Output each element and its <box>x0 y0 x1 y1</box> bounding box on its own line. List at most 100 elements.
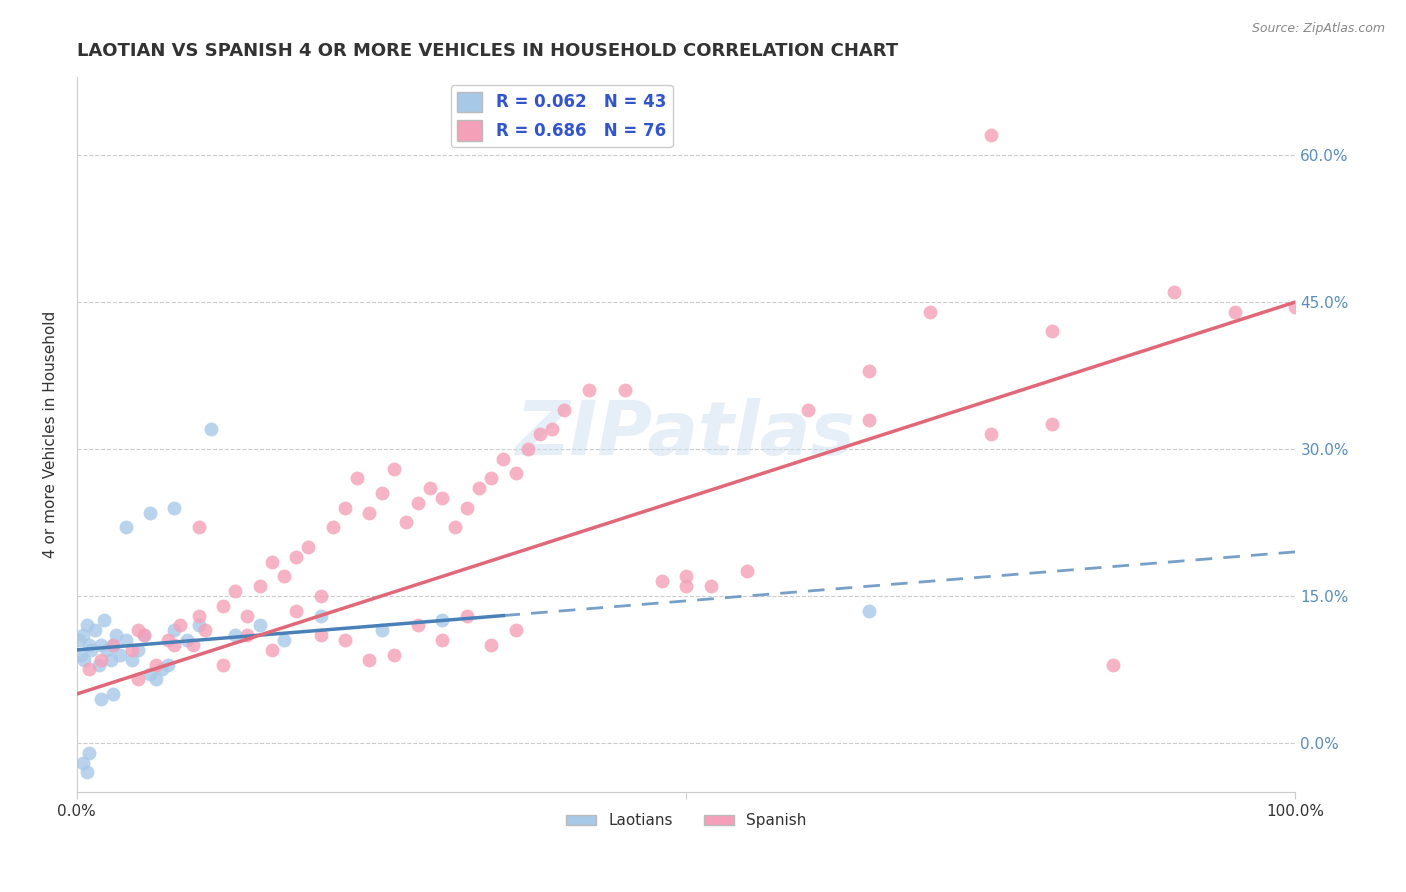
Point <box>127 643 149 657</box>
Point <box>93 614 115 628</box>
Point <box>90 691 112 706</box>
Point <box>309 589 332 603</box>
Point <box>77 663 100 677</box>
Point <box>382 648 405 662</box>
Point <box>236 628 259 642</box>
Legend: Laotians, Spanish: Laotians, Spanish <box>560 807 813 834</box>
Point <box>382 461 405 475</box>
Point <box>479 471 502 485</box>
Point <box>297 540 319 554</box>
Point <box>553 402 575 417</box>
Point <box>333 633 356 648</box>
Point <box>157 633 180 648</box>
Point <box>918 305 941 319</box>
Point <box>108 648 131 662</box>
Point <box>980 128 1002 143</box>
Point <box>163 638 186 652</box>
Point <box>858 363 880 377</box>
Point <box>67 633 90 648</box>
Point <box>187 608 209 623</box>
Point <box>84 624 107 638</box>
Point <box>80 643 103 657</box>
Point <box>346 471 368 485</box>
Point <box>69 648 91 662</box>
Point <box>370 486 392 500</box>
Point <box>980 427 1002 442</box>
Point <box>224 628 246 642</box>
Point <box>87 657 110 672</box>
Point <box>163 500 186 515</box>
Point <box>468 481 491 495</box>
Point <box>76 765 98 780</box>
Point <box>249 618 271 632</box>
Point <box>505 624 527 638</box>
Y-axis label: 4 or more Vehicles in Household: 4 or more Vehicles in Household <box>44 310 58 558</box>
Point <box>273 633 295 648</box>
Point <box>90 653 112 667</box>
Point <box>127 673 149 687</box>
Point <box>675 579 697 593</box>
Point <box>260 555 283 569</box>
Point <box>273 569 295 583</box>
Point <box>529 427 551 442</box>
Point <box>309 628 332 642</box>
Point <box>260 643 283 657</box>
Point <box>145 673 167 687</box>
Point <box>359 506 381 520</box>
Point <box>77 638 100 652</box>
Point <box>309 608 332 623</box>
Point <box>456 608 478 623</box>
Text: ZIPatlas: ZIPatlas <box>516 398 856 471</box>
Point <box>333 500 356 515</box>
Point <box>103 638 125 652</box>
Point <box>224 584 246 599</box>
Point <box>578 383 600 397</box>
Point <box>516 442 538 456</box>
Point <box>121 653 143 667</box>
Point <box>370 624 392 638</box>
Point <box>77 746 100 760</box>
Point <box>858 604 880 618</box>
Point <box>1163 285 1185 300</box>
Point <box>1040 325 1063 339</box>
Point <box>406 618 429 632</box>
Point <box>699 579 721 593</box>
Point <box>132 628 155 642</box>
Point <box>176 633 198 648</box>
Point <box>419 481 441 495</box>
Point <box>505 467 527 481</box>
Point <box>76 618 98 632</box>
Point <box>456 500 478 515</box>
Point <box>132 628 155 642</box>
Point <box>114 520 136 534</box>
Point <box>145 657 167 672</box>
Point <box>139 667 162 681</box>
Point <box>479 638 502 652</box>
Point <box>169 618 191 632</box>
Point <box>73 653 96 667</box>
Point <box>492 451 515 466</box>
Point <box>114 633 136 648</box>
Point <box>651 574 673 589</box>
Point <box>194 624 217 638</box>
Point <box>285 549 308 564</box>
Point <box>735 565 758 579</box>
Point <box>797 402 820 417</box>
Point <box>1284 300 1306 314</box>
Point <box>121 643 143 657</box>
Text: LAOTIAN VS SPANISH 4 OR MORE VEHICLES IN HOUSEHOLD CORRELATION CHART: LAOTIAN VS SPANISH 4 OR MORE VEHICLES IN… <box>77 42 898 60</box>
Point <box>200 422 222 436</box>
Point <box>157 657 180 672</box>
Point <box>359 653 381 667</box>
Point <box>103 638 125 652</box>
Point <box>614 383 637 397</box>
Point <box>395 516 418 530</box>
Point <box>139 506 162 520</box>
Point <box>285 604 308 618</box>
Point <box>100 653 122 667</box>
Point <box>1223 305 1246 319</box>
Point <box>322 520 344 534</box>
Point <box>432 491 454 505</box>
Point <box>212 657 235 672</box>
Point <box>675 569 697 583</box>
